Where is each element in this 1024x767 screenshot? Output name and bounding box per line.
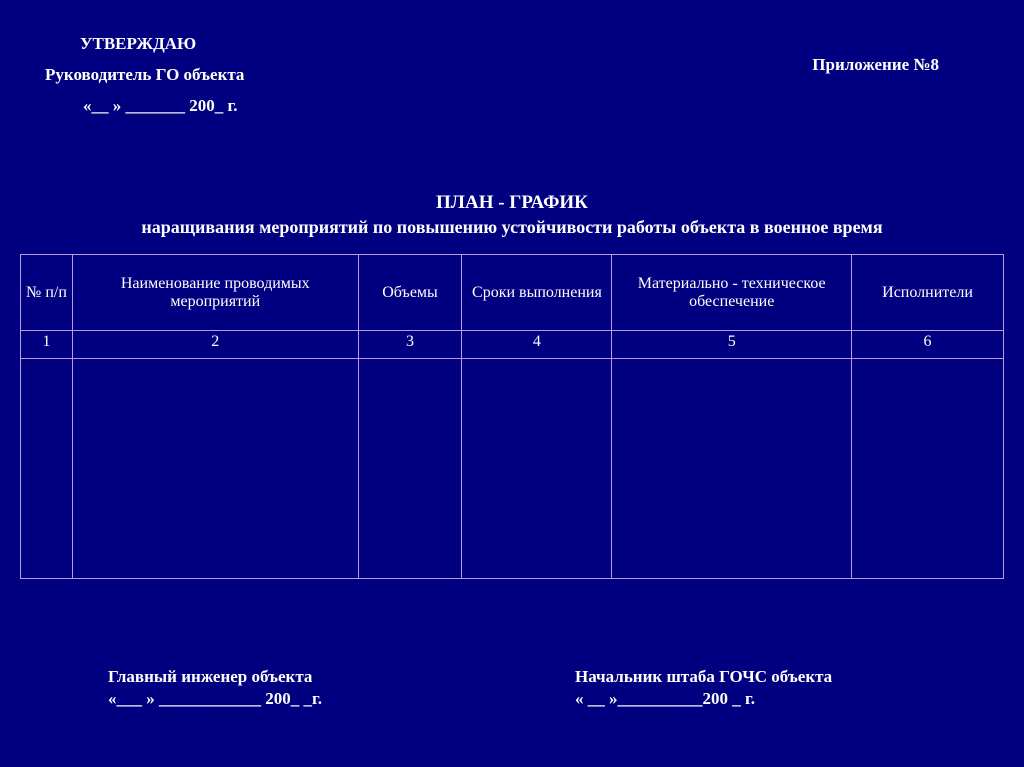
- header-deadline: Сроки выполнения: [462, 255, 612, 331]
- approval-block: УТВЕРЖДАЮ Руководитель ГО объекта «__ » …: [45, 30, 244, 121]
- header-resources: Материально - техническое обеспечение: [612, 255, 852, 331]
- signature-left: Главный инженер объекта «___ » _________…: [108, 667, 322, 709]
- appendix-label: Приложение №8: [812, 55, 939, 75]
- document-title: ПЛАН - ГРАФИК наращивания мероприятий по…: [0, 192, 1024, 238]
- header-volume: Объемы: [358, 255, 462, 331]
- colnum-6: 6: [852, 331, 1004, 359]
- table-header-row: № п/п Наименование проводимых мероприяти…: [21, 255, 1004, 331]
- approval-line1: УТВЕРЖДАЮ: [80, 30, 244, 59]
- empty-cell: [852, 359, 1004, 579]
- plan-table: № п/п Наименование проводимых мероприяти…: [20, 254, 1004, 579]
- approval-date: «__ » _______ 200_ г.: [83, 92, 244, 121]
- header-number: № п/п: [21, 255, 73, 331]
- empty-cell: [612, 359, 852, 579]
- table-number-row: 1 2 3 4 5 6: [21, 331, 1004, 359]
- colnum-5: 5: [612, 331, 852, 359]
- colnum-1: 1: [21, 331, 73, 359]
- empty-cell: [72, 359, 358, 579]
- sign-left-date: «___ » ____________ 200_ _г.: [108, 689, 322, 709]
- colnum-3: 3: [358, 331, 462, 359]
- header-executors: Исполнители: [852, 255, 1004, 331]
- header-name: Наименование проводимых мероприятий: [72, 255, 358, 331]
- approval-line2: Руководитель ГО объекта: [45, 61, 244, 90]
- signature-right: Начальник штаба ГОЧС объекта « __ »_____…: [575, 667, 832, 709]
- sign-left-title: Главный инженер объекта: [108, 667, 322, 687]
- empty-cell: [358, 359, 462, 579]
- table-empty-row: [21, 359, 1004, 579]
- colnum-2: 2: [72, 331, 358, 359]
- sign-right-title: Начальник штаба ГОЧС объекта: [575, 667, 832, 687]
- sign-right-date: « __ »__________200 _ г.: [575, 689, 832, 709]
- title-line2: наращивания мероприятий по повышению уст…: [0, 217, 1024, 238]
- colnum-4: 4: [462, 331, 612, 359]
- empty-cell: [21, 359, 73, 579]
- title-line1: ПЛАН - ГРАФИК: [0, 192, 1024, 214]
- empty-cell: [462, 359, 612, 579]
